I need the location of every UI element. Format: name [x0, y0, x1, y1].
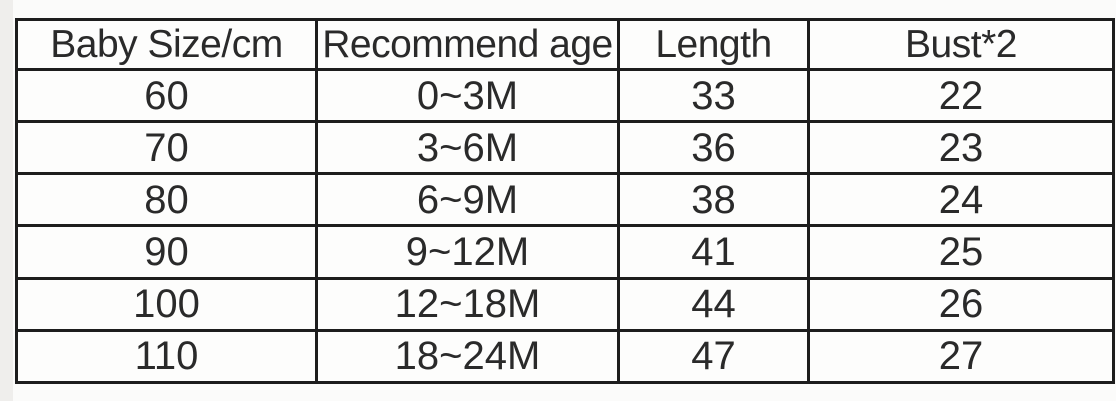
table-row: 90 9~12M 41 25: [15, 224, 1115, 280]
cell-length: 38: [617, 172, 810, 228]
header-recommend-age: Recommend age: [315, 18, 620, 71]
cell-bust: 24: [807, 172, 1115, 228]
cell-length: 44: [617, 276, 810, 332]
cell-age: 3~6M: [315, 120, 620, 176]
header-baby-size: Baby Size/cm: [15, 18, 318, 71]
cell-size: 110: [15, 328, 318, 385]
cell-age: 6~9M: [315, 172, 620, 228]
cell-bust: 23: [807, 120, 1115, 176]
table-row: 80 6~9M 38 24: [15, 172, 1115, 228]
table-row: 100 12~18M 44 26: [15, 276, 1115, 332]
cell-size: 70: [15, 120, 318, 176]
cell-age: 18~24M: [315, 328, 620, 385]
header-row: Baby Size/cm Recommend age Length Bust*2: [15, 18, 1115, 71]
cell-length: 47: [617, 328, 810, 385]
header-length: Length: [617, 18, 810, 71]
cell-bust: 27: [807, 328, 1115, 385]
cell-length: 36: [617, 120, 810, 176]
size-chart-table: Baby Size/cm Recommend age Length Bust*2…: [15, 18, 1115, 385]
cell-size: 80: [15, 172, 318, 228]
cell-bust: 22: [807, 67, 1115, 124]
cell-length: 41: [617, 224, 810, 280]
cell-bust: 26: [807, 276, 1115, 332]
table-row: 70 3~6M 36 23: [15, 120, 1115, 176]
cell-age: 9~12M: [315, 224, 620, 280]
table-row: 110 18~24M 47 27: [15, 328, 1115, 385]
cell-size: 60: [15, 67, 318, 124]
cell-bust: 25: [807, 224, 1115, 280]
cell-length: 33: [617, 67, 810, 124]
cell-size: 90: [15, 224, 318, 280]
header-bust: Bust*2: [807, 18, 1115, 71]
table-row: 60 0~3M 33 22: [15, 67, 1115, 124]
cell-age: 12~18M: [315, 276, 620, 332]
left-edge-shade: [0, 0, 13, 401]
cell-age: 0~3M: [315, 67, 620, 124]
cell-size: 100: [15, 276, 318, 332]
